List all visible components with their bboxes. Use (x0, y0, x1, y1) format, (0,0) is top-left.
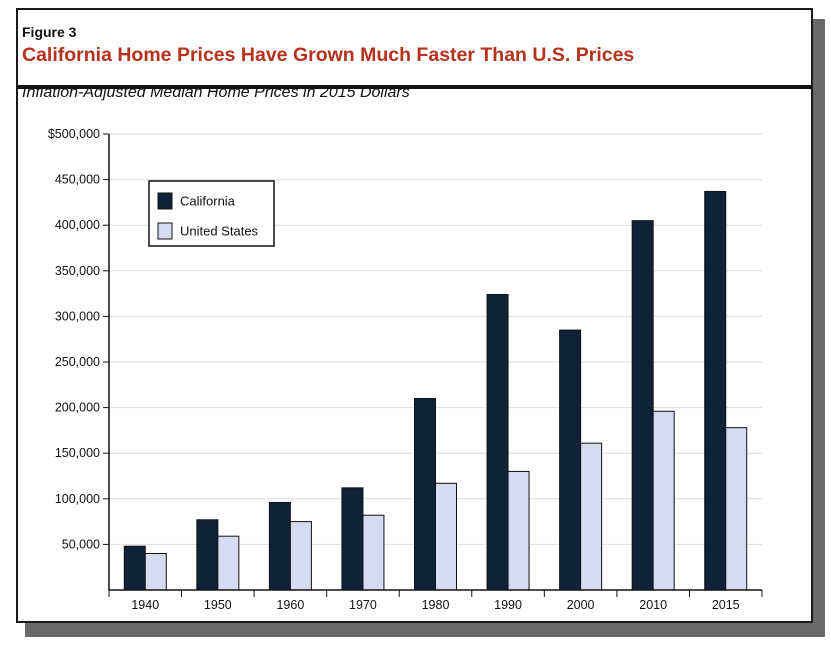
y-tick-label: 50,000 (62, 537, 100, 551)
axes (103, 133, 763, 597)
legend-swatch-california (157, 192, 173, 210)
bar-california (268, 501, 291, 591)
bar-united-states (580, 442, 603, 591)
y-tick-labels: 50,000 100,000 150,000 200,000 250,000 300,00… (48, 127, 100, 551)
legend-label-california: California (180, 194, 236, 209)
bar-california (631, 220, 654, 591)
title-divider (18, 85, 811, 89)
bar-united-states (217, 535, 240, 591)
y-tick-label: 400,000 (55, 218, 100, 232)
y-tick-label: $500,000 (48, 127, 100, 141)
figure-label: Figure 3 (22, 24, 77, 40)
x-tick-label: 2010 (639, 598, 667, 612)
bar-united-states (435, 482, 457, 591)
bar-california (414, 397, 436, 591)
bar-united-states (289, 521, 312, 591)
chart-subtitle: Inflation-Adjusted Median Home Prices in… (22, 84, 410, 101)
bar-california (196, 519, 219, 591)
x-tick-labels: 1940 1950 1960 1970 1980 1990 2000 2010 2015 (131, 598, 739, 612)
x-tick-label: 2015 (712, 598, 740, 612)
bar-california (123, 545, 146, 591)
bar-united-states (725, 427, 748, 591)
y-tick-label: 200,000 (55, 401, 100, 415)
legend-swatch-united-states (157, 222, 173, 240)
bar-united-states (507, 470, 530, 591)
legend: California United States (148, 180, 275, 247)
y-tick-label: 250,000 (55, 355, 100, 369)
bars (123, 190, 748, 591)
y-tick-label: 150,000 (55, 446, 100, 460)
legend-label-united-states: United States (180, 224, 259, 239)
bar-california (341, 487, 364, 591)
x-tick-label: 1940 (131, 598, 159, 612)
y-tick-label: 100,000 (55, 492, 100, 506)
bar-united-states (652, 410, 675, 591)
x-tick-label: 1970 (349, 598, 377, 612)
bar-california (704, 190, 727, 591)
x-tick-label: 1990 (494, 598, 522, 612)
x-tick-label: 1980 (422, 598, 450, 612)
y-tick-label: 450,000 (55, 173, 100, 187)
x-tick-label: 1960 (276, 598, 304, 612)
bar-california (486, 294, 509, 591)
x-tick-label: 1950 (204, 598, 232, 612)
figure-title: California Home Prices Have Grown Much F… (22, 44, 635, 66)
bar-united-states (144, 553, 167, 591)
bar-united-states (362, 514, 385, 591)
y-tick-label: 350,000 (55, 264, 100, 278)
bar-california (559, 329, 582, 591)
x-tick-label: 2000 (567, 598, 595, 612)
y-tick-label: 300,000 (55, 309, 100, 323)
